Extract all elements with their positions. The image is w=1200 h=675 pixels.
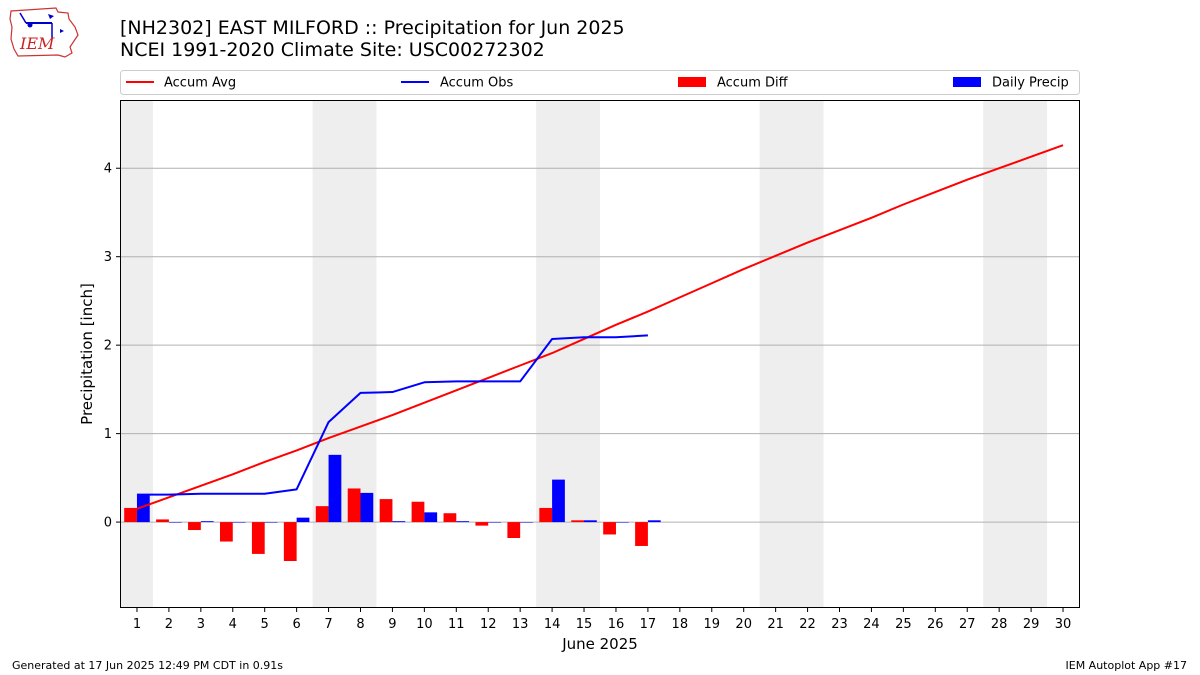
daily-bar-day-9 [392, 521, 406, 523]
diff-bar-day-6 [283, 522, 297, 561]
x-tick-label-16: 16 [608, 617, 625, 632]
diff-bar-day-16 [603, 522, 616, 535]
x-tick-label-10: 10 [416, 617, 433, 632]
diff-bar-day-15 [571, 520, 585, 523]
x-tick-label-29: 29 [1023, 617, 1040, 632]
logo-text: IEM [19, 34, 55, 53]
daily-bar-day-8 [360, 492, 374, 523]
daily-bar-day-1 [136, 494, 150, 523]
bar-layer [124, 454, 661, 561]
x-tick-label-9: 9 [388, 617, 396, 632]
daily-bar-day-4 [232, 522, 246, 523]
diff-bar-day-8 [347, 488, 361, 523]
weekend-band-3 [536, 101, 600, 607]
legend-avg-label: Accum Avg [164, 76, 236, 91]
diff-bar-day-4 [219, 522, 233, 542]
diff-bar-day-2 [156, 519, 169, 523]
diff-bar-day-13 [507, 522, 521, 538]
x-tick-label-15: 15 [576, 617, 593, 632]
diff-bar-day-1 [124, 507, 137, 523]
x-tick-label-27: 27 [959, 617, 976, 632]
x-tick-label-5: 5 [261, 617, 269, 632]
daily-bar-day-16 [615, 522, 629, 523]
legend-daily-label: Daily Precip [992, 76, 1069, 91]
x-tick-label-17: 17 [640, 617, 657, 632]
x-tick-label-25: 25 [895, 617, 912, 632]
weekend-band-4 [759, 101, 824, 607]
daily-bar-day-10 [424, 512, 438, 523]
diff-bar-day-12 [475, 522, 489, 526]
line-layer [136, 144, 1064, 510]
x-tick-label-21: 21 [767, 617, 784, 632]
x-tick-label-24: 24 [863, 617, 880, 632]
x-tick-label-12: 12 [480, 617, 497, 632]
y-tick-label-1: 1 [104, 427, 112, 442]
x-axis-label: June 2025 [561, 635, 638, 653]
legend-daily-swatch [953, 77, 981, 87]
daily-bar-day-15 [584, 520, 597, 523]
diff-bar-day-10 [411, 501, 425, 523]
x-tick-label-30: 30 [1055, 617, 1072, 632]
diff-bar-day-11 [443, 513, 457, 523]
daily-bar-day-14 [552, 479, 565, 523]
daily-bar-day-5 [264, 522, 278, 523]
daily-bar-day-7 [328, 454, 342, 523]
legend-frame [120, 70, 1080, 95]
x-tick-label-28: 28 [991, 617, 1008, 632]
x-tick-label-18: 18 [672, 617, 689, 632]
daily-bar-day-13 [520, 522, 533, 523]
diff-bar-day-7 [315, 506, 329, 523]
daily-bar-day-2 [168, 522, 182, 523]
x-tick-label-8: 8 [356, 617, 364, 632]
weekend-shading-layer [121, 101, 1048, 607]
x-tick-label-11: 11 [448, 617, 465, 632]
x-tick-label-1: 1 [133, 617, 141, 632]
diff-bar-day-17 [635, 522, 648, 546]
chart-subtitle: NCEI 1991-2020 Climate Site: USC00272302 [120, 39, 545, 61]
diff-bar-day-14 [539, 507, 553, 523]
legend-diff-label: Accum Diff [717, 76, 789, 91]
accum-avg-line [136, 144, 1064, 510]
grid-layer [121, 167, 1079, 523]
iem-logo: IEM [8, 5, 80, 60]
plot-frame [120, 100, 1080, 608]
daily-bar-day-17 [647, 520, 661, 523]
diff-bar-day-3 [188, 522, 201, 531]
x-tick-label-19: 19 [703, 617, 720, 632]
x-tick-label-23: 23 [831, 617, 848, 632]
legend-diff-swatch [678, 77, 706, 87]
footer-generated: Generated at 17 Jun 2025 12:49 PM CDT in… [12, 659, 284, 672]
x-tick-label-2: 2 [165, 617, 173, 632]
x-tick-label-22: 22 [799, 617, 816, 632]
weekend-band-5 [983, 101, 1048, 607]
x-tick-label-20: 20 [735, 617, 752, 632]
x-tick-label-4: 4 [229, 617, 237, 632]
footer-app: IEM Autoplot App #17 [1065, 659, 1188, 672]
daily-bar-day-12 [488, 522, 502, 523]
x-tick-label-26: 26 [927, 617, 944, 632]
legend-obs-label: Accum Obs [440, 76, 513, 91]
y-tick-label-4: 4 [104, 162, 112, 177]
diff-bar-day-9 [379, 499, 393, 523]
y-axis-label: Precipitation [inch] [78, 283, 96, 425]
y-tick-label-3: 3 [104, 250, 112, 265]
x-tick-label-14: 14 [544, 617, 561, 632]
x-tick-label-13: 13 [512, 617, 529, 632]
daily-bar-day-6 [296, 517, 310, 523]
diff-bar-day-5 [251, 522, 265, 554]
y-tick-label-2: 2 [104, 339, 112, 354]
daily-bar-day-11 [456, 521, 470, 523]
y-tick-label-0: 0 [104, 516, 112, 531]
accum-obs-line [136, 334, 648, 496]
x-tick-label-6: 6 [292, 617, 300, 632]
x-tick-label-3: 3 [197, 617, 205, 632]
x-tick-label-7: 7 [324, 617, 332, 632]
weekend-band-1 [121, 101, 153, 607]
daily-bar-day-3 [200, 521, 214, 523]
weekend-band-2 [312, 101, 377, 607]
legend: Accum Avg Accum Obs Accum Diff Daily Pre… [120, 70, 1080, 95]
chart-title: [NH2302] EAST MILFORD :: Precipitation f… [120, 17, 625, 39]
